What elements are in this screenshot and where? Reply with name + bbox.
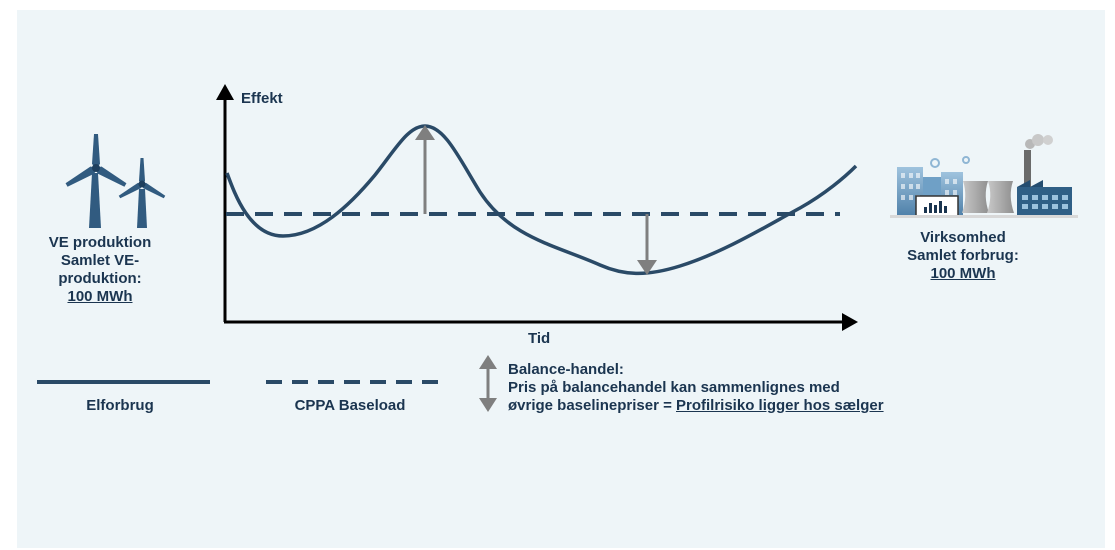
factory-city-icon	[890, 134, 1078, 218]
axes	[216, 84, 858, 331]
legend-cppa-label: CPPA Baseload	[294, 397, 406, 414]
legend-elforbrug-label: Elforbrug	[86, 397, 154, 414]
y-axis-arrowhead	[216, 84, 234, 100]
wind-turbines-icon	[65, 134, 166, 228]
virksomhed-line2: Samlet forbrug:	[907, 247, 1019, 264]
profilrisiko-link: Profilrisiko ligger hos sælger	[676, 397, 884, 414]
virksomhed-value: 100 MWh	[930, 265, 996, 282]
balance-arrows	[415, 125, 657, 275]
balance-line3-prefix: øvrige baselinepriser =	[508, 397, 676, 414]
diagram-panel	[17, 10, 1105, 548]
ve-produktion-block: VE produktion Samlet VE- produktion: 100…	[20, 234, 180, 306]
balance-text-block: Balance-handel: Pris på balancehandel ka…	[508, 361, 1068, 415]
x-axis-label: Tid	[528, 330, 551, 347]
balance-title: Balance-handel:	[508, 361, 624, 378]
ve-produktion-title: VE produktion	[48, 234, 152, 251]
double-arrow-icon	[479, 355, 497, 412]
elforbrug-curve	[225, 124, 858, 276]
virksomhed-block: Virksomhed Samlet forbrug: 100 MWh	[888, 229, 1038, 283]
ve-produktion-value: 100 MWh	[67, 288, 133, 305]
balance-line2: Pris på balancehandel kan sammenlignes m…	[508, 379, 840, 396]
ve-produktion-line2: Samlet VE-	[60, 252, 140, 269]
balance-line3: øvrige baselinepriser = Profilrisiko lig…	[508, 397, 1068, 415]
y-axis-label: Effekt	[241, 90, 283, 107]
x-axis-arrowhead	[842, 313, 858, 331]
ve-produktion-line3: produktion:	[58, 270, 142, 287]
virksomhed-title: Virksomhed	[920, 229, 1006, 246]
